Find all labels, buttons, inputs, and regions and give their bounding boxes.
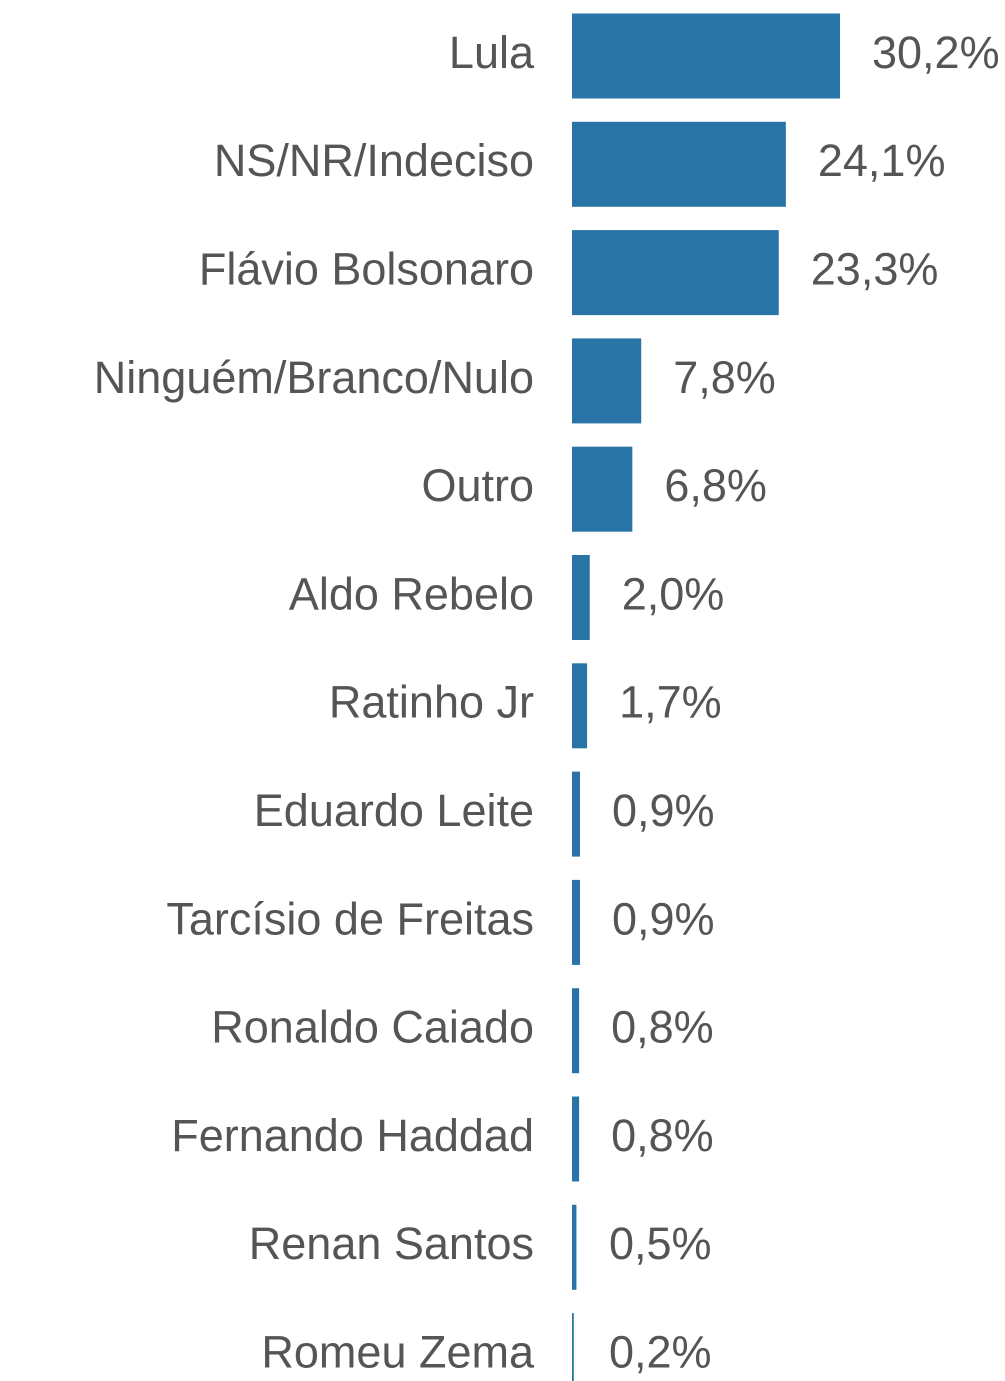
category-label: Renan Santos bbox=[249, 1218, 534, 1269]
bar bbox=[572, 1313, 574, 1381]
category-label: Ratinho Jr bbox=[329, 677, 534, 728]
bar bbox=[572, 988, 580, 1074]
category-label: Ronaldo Caiado bbox=[211, 1002, 534, 1053]
value-label: 0,5% bbox=[609, 1218, 712, 1269]
value-label: 0,9% bbox=[612, 893, 715, 944]
bar bbox=[572, 230, 779, 316]
category-label: Outro bbox=[421, 460, 534, 511]
value-label: 2,0% bbox=[622, 568, 725, 619]
value-label: 7,8% bbox=[673, 352, 776, 403]
bar bbox=[572, 555, 590, 640]
value-label: 0,8% bbox=[611, 1002, 714, 1053]
value-label: 24,1% bbox=[818, 135, 946, 186]
bar bbox=[572, 879, 580, 965]
bar bbox=[572, 1096, 580, 1182]
bar bbox=[572, 663, 588, 749]
category-label: Fernando Haddad bbox=[171, 1110, 534, 1161]
category-label: Lula bbox=[449, 27, 535, 78]
bar bbox=[572, 121, 786, 207]
category-label: Tarcísio de Freitas bbox=[166, 893, 534, 944]
bar bbox=[572, 13, 840, 99]
category-label: Ninguém/Branco/Nulo bbox=[94, 352, 534, 403]
category-label: NS/NR/Indeciso bbox=[214, 135, 534, 186]
value-label: 30,2% bbox=[872, 27, 1000, 78]
value-label: 0,9% bbox=[612, 785, 715, 836]
bar bbox=[572, 446, 633, 532]
bar bbox=[572, 338, 642, 424]
bar bbox=[572, 1204, 577, 1290]
category-label: Romeu Zema bbox=[261, 1326, 535, 1377]
category-label: Flávio Bolsonaro bbox=[199, 243, 534, 294]
category-label: Eduardo Leite bbox=[254, 785, 534, 836]
value-label: 0,2% bbox=[609, 1326, 712, 1377]
bar bbox=[572, 771, 580, 857]
value-label: 1,7% bbox=[619, 677, 722, 728]
value-label: 23,3% bbox=[811, 243, 939, 294]
category-label: Aldo Rebelo bbox=[289, 568, 534, 619]
value-label: 0,8% bbox=[611, 1110, 714, 1161]
value-label: 6,8% bbox=[664, 460, 767, 511]
